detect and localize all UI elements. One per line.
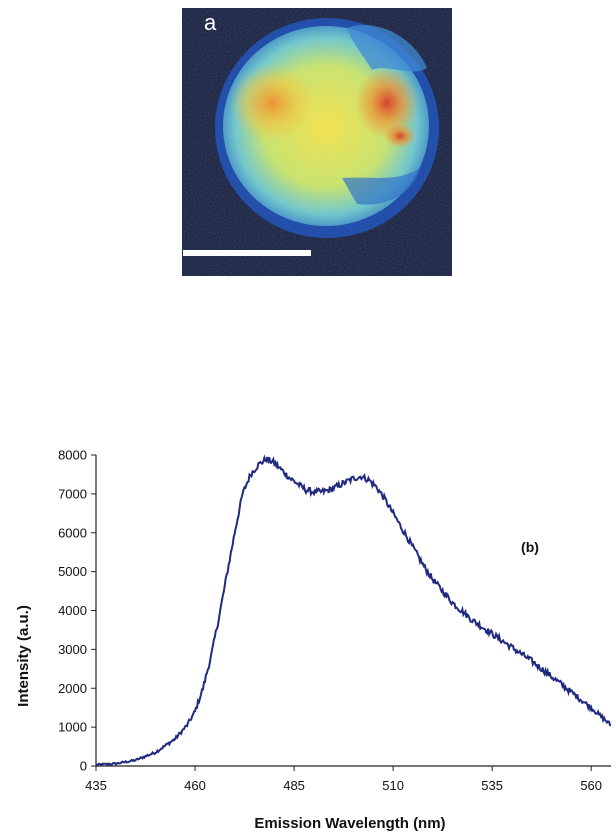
panel-label-a: a	[204, 10, 217, 35]
scale-bar	[183, 250, 311, 256]
x-tick-label: 510	[382, 778, 404, 793]
x-tick-label: 485	[283, 778, 305, 793]
series-line	[95, 454, 612, 767]
x-tick-label: 535	[481, 778, 503, 793]
panel-label-b: (b)	[521, 539, 539, 555]
y-axis-title: Intensity (a.u.)	[15, 605, 32, 707]
y-tick-label: 3000	[58, 642, 87, 657]
y-tick-label: 0	[80, 759, 87, 774]
y-tick-label: 4000	[58, 603, 87, 618]
micrograph-noise-overlay	[182, 8, 452, 276]
fluorescence-micrograph	[182, 8, 452, 276]
axes	[95, 455, 611, 767]
x-tick-label: 435	[85, 778, 107, 793]
tick-marks	[91, 454, 592, 771]
y-tick-label: 7000	[58, 486, 87, 501]
tick-labels: 0 1000 2000 3000 4000 5000 6000 7000 8000 435 460 4…	[58, 448, 602, 794]
y-tick-label: 2000	[58, 681, 87, 696]
y-tick-label: 1000	[58, 720, 87, 735]
x-tick-label: 560	[580, 778, 602, 793]
emission-spectrum-chart: 0 1000 2000 3000 4000 5000 6000 7000 8000 435 460 4…	[15, 448, 612, 832]
x-tick-label: 460	[184, 778, 206, 793]
y-tick-label: 6000	[58, 525, 87, 540]
y-tick-label: 8000	[58, 448, 87, 463]
y-tick-label: 5000	[58, 564, 87, 579]
x-axis-title: Emission Wavelength (nm)	[254, 815, 445, 832]
